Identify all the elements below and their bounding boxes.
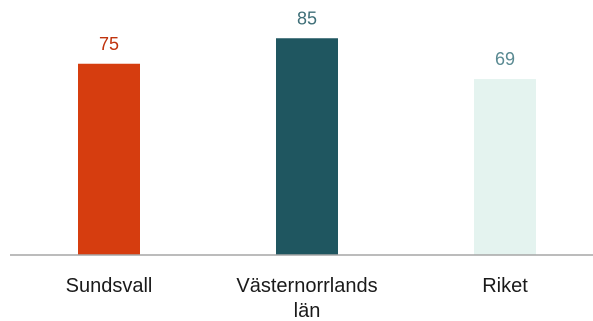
bar-2 bbox=[474, 79, 536, 255]
value-label-0: 75 bbox=[99, 34, 119, 54]
value-labels-group: 75 85 69 bbox=[99, 8, 515, 69]
category-label-0: Sundsvall bbox=[66, 275, 153, 297]
category-label-1-line-0: Västernorrlands bbox=[236, 275, 377, 297]
bars-group bbox=[78, 38, 536, 255]
value-label-1: 85 bbox=[297, 8, 317, 28]
category-label-2: Riket bbox=[482, 275, 528, 297]
bar-1 bbox=[276, 38, 338, 255]
category-labels-group: Sundsvall Västernorrlands län Riket bbox=[66, 275, 529, 321]
bar-0 bbox=[78, 63, 140, 255]
value-label-2: 69 bbox=[495, 49, 515, 69]
category-label-1-line-1: län bbox=[294, 300, 321, 321]
